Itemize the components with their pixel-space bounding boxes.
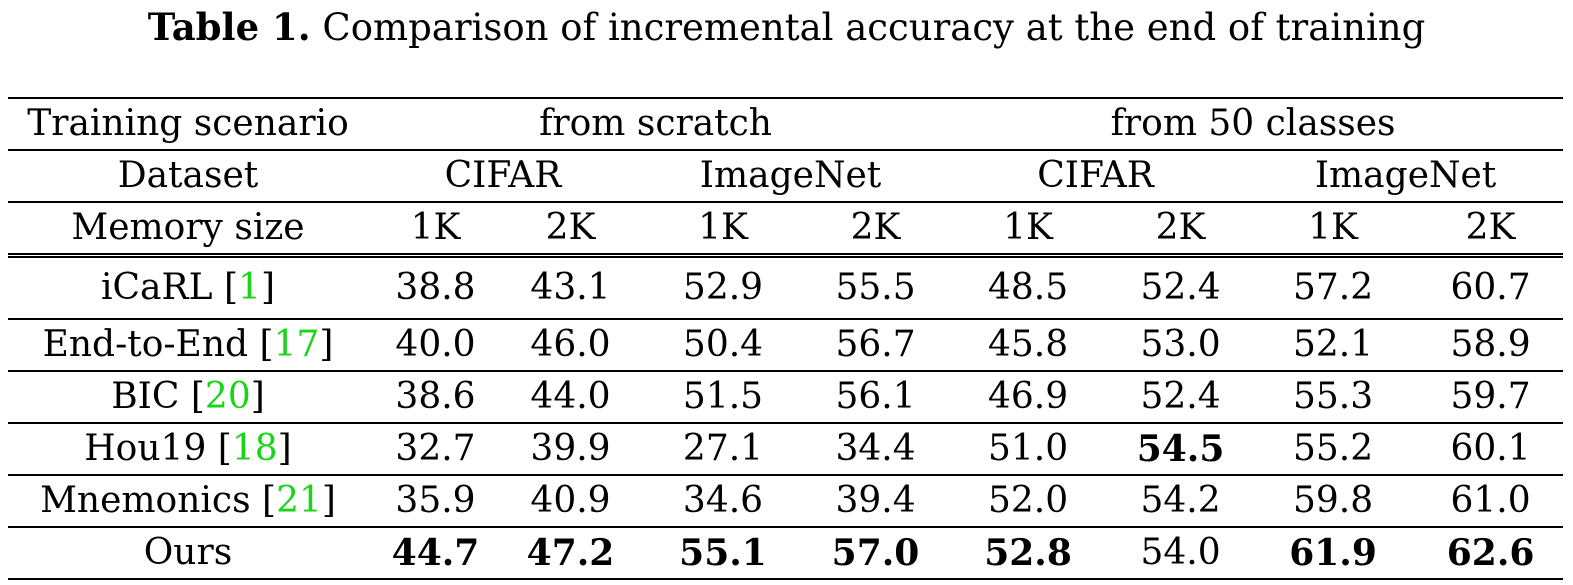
accuracy-cell: 38.8 [368,253,503,319]
table-row-end-to-end: End-to-End [17] 40.0 46.0 50.4 56.7 45.8… [8,318,1564,371]
header-row-scenario: Training scenario from scratch from 50 c… [8,97,1564,150]
accuracy-cell: 27.1 [638,422,808,475]
accuracy-cell: 46.9 [943,370,1114,423]
accuracy-cell: 56.7 [808,318,944,371]
accuracy-cell: 55.3 [1248,370,1419,423]
accuracy-cell: 54.0 [1113,526,1249,580]
accuracy-cell: 32.7 [368,422,503,475]
accuracy-cell: 60.7 [1418,253,1564,319]
method-name: iCaRL [1] [8,253,368,319]
accuracy-cell: 52.9 [638,253,808,319]
accuracy-cell: 57.2 [1248,253,1419,319]
citation-link[interactable]: 18 [231,428,278,469]
accuracy-cell: 51.0 [943,422,1114,475]
table-row-ours: Ours 44.7 47.2 55.1 57.0 52.8 54.0 61.9 … [8,526,1564,580]
method-name: Mnemonics [21] [8,474,368,527]
method-name: Ours [8,526,368,580]
accuracy-cell: 60.1 [1418,422,1564,475]
accuracy-cell: 43.1 [503,253,638,319]
dataset-cifar-50: CIFAR [943,149,1249,202]
accuracy-cell: 59.8 [1248,474,1419,527]
caption-label: Table 1. [147,5,311,49]
citation-link[interactable]: 21 [276,480,322,521]
table-row-hou19: Hou19 [18] 32.7 39.9 27.1 34.4 51.0 54.5… [8,422,1564,475]
method-name: Hou19 [18] [8,422,368,475]
memory-label: Memory size [8,201,368,256]
accuracy-cell: 45.8 [943,318,1114,371]
accuracy-cell: 51.5 [638,370,808,423]
table-row-icarl: iCaRL [1] 38.8 43.1 52.9 55.5 48.5 52.4 … [8,253,1564,319]
accuracy-cell-best: 44.7 [368,526,503,580]
accuracy-cell-best: 57.0 [808,526,944,580]
method-name: BIC [20] [8,370,368,423]
accuracy-cell: 34.4 [808,422,944,475]
table-row-bic: BIC [20] 38.6 44.0 51.5 56.1 46.9 52.4 5… [8,370,1564,423]
accuracy-cell: 52.4 [1113,370,1249,423]
accuracy-cell: 55.2 [1248,422,1419,475]
dataset-cifar-scratch: CIFAR [368,149,638,202]
accuracy-cell: 35.9 [368,474,503,527]
accuracy-cell: 34.6 [638,474,808,527]
accuracy-cell: 55.5 [808,253,944,319]
header-row-memory: Memory size 1K 2K 1K 2K 1K 2K 1K 2K [8,201,1564,256]
accuracy-cell: 52.0 [943,474,1114,527]
memory-size: 1K [1248,201,1419,256]
table-row-mnemonics: Mnemonics [21] 35.9 40.9 34.6 39.4 52.0 … [8,474,1564,527]
accuracy-cell: 56.1 [808,370,944,423]
citation-link[interactable]: 1 [238,267,261,308]
caption-text: Comparison of incremental accuracy at th… [322,6,1426,49]
results-table: Training scenario from scratch from 50 c… [8,97,1564,580]
accuracy-cell: 50.4 [638,318,808,371]
scenario-label: Training scenario [8,97,368,150]
accuracy-cell: 38.6 [368,370,503,423]
table-caption: Table 1. Comparison of incremental accur… [0,2,1573,53]
accuracy-cell-best: 52.8 [943,526,1114,580]
method-name: End-to-End [17] [8,318,368,371]
accuracy-cell: 52.4 [1113,253,1249,319]
accuracy-cell: 40.9 [503,474,638,527]
accuracy-cell: 53.0 [1113,318,1249,371]
memory-size: 2K [1113,201,1249,256]
memory-size: 2K [1418,201,1564,256]
accuracy-cell: 54.2 [1113,474,1249,527]
accuracy-cell: 44.0 [503,370,638,423]
scenario-from-50-classes: from 50 classes [943,97,1564,150]
accuracy-cell: 48.5 [943,253,1114,319]
accuracy-cell-best: 61.9 [1248,526,1419,580]
accuracy-cell: 46.0 [503,318,638,371]
accuracy-cell: 39.4 [808,474,944,527]
dataset-imagenet-scratch: ImageNet [638,149,944,202]
accuracy-cell-best: 62.6 [1418,526,1564,580]
accuracy-cell-best: 55.1 [638,526,808,580]
dataset-imagenet-50: ImageNet [1248,149,1564,202]
memory-size: 2K [503,201,638,256]
accuracy-cell: 52.1 [1248,318,1419,371]
memory-size: 1K [368,201,503,256]
citation-link[interactable]: 20 [204,376,251,417]
accuracy-cell: 59.7 [1418,370,1564,423]
scenario-from-scratch: from scratch [368,97,944,150]
accuracy-cell: 61.0 [1418,474,1564,527]
memory-size: 1K [943,201,1114,256]
memory-size: 1K [638,201,808,256]
memory-size: 2K [808,201,944,256]
accuracy-cell-best: 54.5 [1113,422,1249,475]
accuracy-cell: 58.9 [1418,318,1564,371]
dataset-label: Dataset [8,149,368,202]
accuracy-cell: 40.0 [368,318,503,371]
accuracy-cell-best: 47.2 [503,526,638,580]
accuracy-cell: 39.9 [503,422,638,475]
citation-link[interactable]: 17 [273,324,320,365]
header-row-dataset: Dataset CIFAR ImageNet CIFAR ImageNet [8,149,1564,202]
